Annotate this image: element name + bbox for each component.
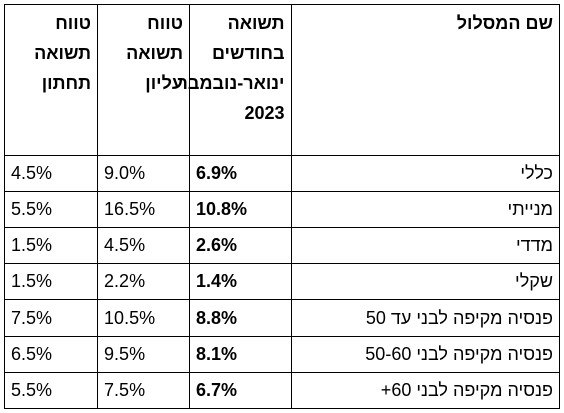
return-cell: 6.7% — [189, 371, 292, 410]
header-upper-line: טווח — [147, 13, 184, 33]
header-upper-line: עליון — [145, 73, 184, 93]
upper-range-cell: 7.5% — [97, 371, 191, 410]
return-cell: 10.8% — [189, 190, 292, 229]
table-row: מדדי 2.6% 4.5% 1.5% — [3, 227, 560, 265]
return-cell: 1.4% — [189, 263, 292, 301]
track-name-cell: שקלי — [290, 263, 560, 301]
return-cell: 2.6% — [189, 227, 292, 265]
header-track-name-line: שם המסלול — [456, 13, 553, 33]
lower-range-cell: 7.5% — [3, 299, 99, 337]
upper-range-cell: 9.5% — [97, 335, 191, 373]
table-row: פנסיה מקיפה לבני 60+ 6.7% 7.5% 5.5% — [3, 371, 560, 410]
upper-range-cell: 2.2% — [97, 263, 191, 301]
header-upper-range: טווח תשואה עליון — [97, 4, 191, 156]
table-row: פנסיה מקיפה לבני 50-60 8.1% 9.5% 6.5% — [3, 335, 560, 373]
header-lower-line: תחתון — [41, 73, 92, 93]
header-return-line: 2023 — [244, 103, 285, 123]
table-row: מנייתי 10.8% 16.5% 5.5% — [3, 190, 560, 229]
table-row: שקלי 1.4% 2.2% 1.5% — [3, 263, 560, 301]
header-upper-line: תשואה — [126, 43, 184, 63]
table-row: פנסיה מקיפה לבני עד 50 8.8% 10.5% 7.5% — [3, 299, 560, 337]
header-track-name: שם המסלול — [290, 4, 560, 156]
header-row: שם המסלול תשואה בחודשים ינואר-נובמבר 202… — [3, 4, 560, 156]
header-lower-range: טווח תשואה תחתון — [3, 4, 99, 156]
lower-range-cell: 1.5% — [3, 263, 99, 301]
lower-range-cell: 5.5% — [3, 371, 99, 410]
track-name-cell: פנסיה מקיפה לבני 60+ — [290, 371, 560, 410]
return-cell: 6.9% — [189, 154, 292, 192]
header-return-line: תשואה — [227, 13, 285, 33]
returns-table: שם המסלול תשואה בחודשים ינואר-נובמבר 202… — [3, 4, 560, 410]
upper-range-cell: 9.0% — [97, 154, 191, 192]
lower-range-cell: 5.5% — [3, 190, 99, 229]
return-cell: 8.1% — [189, 335, 292, 373]
header-return-line: ינואר-נובמבר — [177, 73, 285, 93]
track-name-cell: פנסיה מקיפה לבני 50-60 — [290, 335, 560, 373]
lower-range-cell: 4.5% — [3, 154, 99, 192]
header-lower-line: טווח — [55, 13, 92, 33]
header-return: תשואה בחודשים ינואר-נובמבר 2023 — [177, 4, 292, 156]
track-name-cell: מנייתי — [290, 190, 560, 229]
header-lower-line: תשואה — [34, 43, 92, 63]
upper-range-cell: 16.5% — [97, 190, 191, 229]
upper-range-cell: 10.5% — [97, 299, 191, 337]
track-name-cell: כללי — [290, 154, 560, 192]
track-name-cell: פנסיה מקיפה לבני עד 50 — [290, 299, 560, 337]
lower-range-cell: 1.5% — [3, 227, 99, 265]
upper-range-cell: 4.5% — [97, 227, 191, 265]
lower-range-cell: 6.5% — [3, 335, 99, 373]
table-row: כללי 6.9% 9.0% 4.5% — [3, 154, 560, 192]
track-name-cell: מדדי — [290, 227, 560, 265]
header-return-line: בחודשים — [211, 43, 285, 63]
return-cell: 8.8% — [189, 299, 292, 337]
